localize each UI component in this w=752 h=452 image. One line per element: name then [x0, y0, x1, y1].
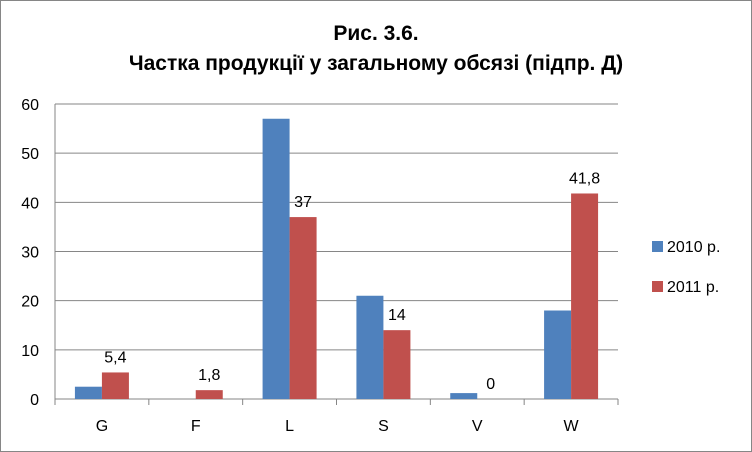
chart-title-block: Рис. 3.6. Частка продукції у загальному … — [1, 19, 751, 79]
legend-swatch-1 — [652, 281, 663, 292]
bar-F-series-1 — [195, 390, 223, 399]
data-label-W-series-1: 41,8 — [569, 170, 600, 187]
x-tick-label-G: G — [96, 418, 108, 435]
data-label-F-series-1: 1,8 — [198, 367, 220, 384]
bar-S-series-0 — [356, 295, 384, 399]
x-tick-label-S: S — [378, 418, 389, 435]
data-label-V-series-1: 0 — [486, 376, 495, 393]
y-tick-label-40: 40 — [21, 195, 39, 212]
chart-subtitle: Частка продукції у загальному обсязі (пі… — [128, 52, 624, 75]
legend-label-1: 2011 р. — [667, 279, 719, 296]
data-label-S-series-1: 14 — [388, 307, 406, 324]
bar-G-series-0 — [74, 386, 102, 399]
x-tick-label-L: L — [285, 418, 294, 435]
y-tick-label-0: 0 — [30, 392, 39, 409]
data-label-L-series-1: 37 — [294, 194, 312, 211]
y-tick-label-60: 60 — [21, 97, 39, 114]
data-label-G-series-1: 5,4 — [104, 349, 126, 366]
legend-label-0: 2010 р. — [667, 239, 720, 256]
x-tick-label-W: W — [564, 418, 580, 435]
y-tick-label-10: 10 — [21, 343, 39, 360]
bar-W-series-1 — [571, 193, 599, 399]
y-tick-label-20: 20 — [21, 294, 39, 311]
y-tick-label-50: 50 — [21, 146, 39, 163]
x-tick-label-F: F — [191, 418, 201, 435]
bar-G-series-1 — [101, 372, 129, 399]
bar-W-series-0 — [544, 310, 572, 399]
bar-L-series-0 — [262, 118, 290, 399]
legend-swatch-0 — [652, 241, 663, 252]
bar-L-series-1 — [289, 217, 317, 399]
bar-S-series-1 — [383, 330, 411, 399]
chart-title: Рис. 3.6. — [333, 22, 419, 45]
bar-V-series-0 — [450, 393, 478, 399]
x-tick-label-V: V — [472, 418, 483, 435]
y-tick-label-30: 30 — [21, 245, 39, 262]
